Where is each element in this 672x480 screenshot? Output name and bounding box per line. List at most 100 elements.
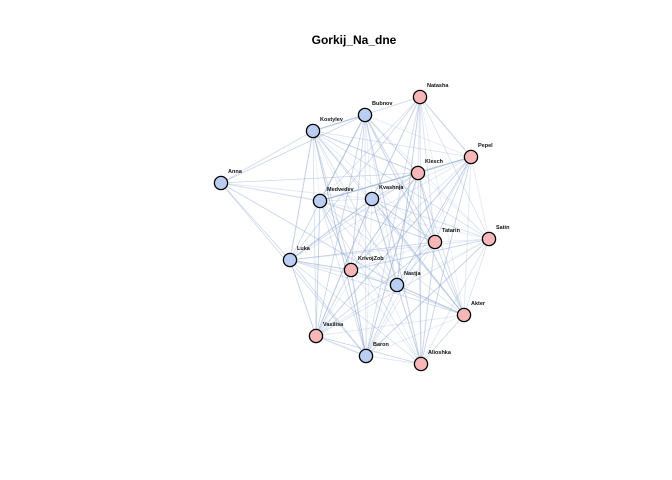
edge-kostylev-baron <box>312 130 367 357</box>
edge-natasha-alioshka <box>419 96 422 365</box>
node-klesch[interactable] <box>410 165 426 181</box>
edge-tatarin-vasilisa <box>315 241 436 337</box>
edge-luka-vasilisa <box>289 259 317 337</box>
edge-anna-medvedev <box>220 182 321 202</box>
edge-kostylev-satin <box>312 130 490 240</box>
node-label-anna: Anna <box>228 169 243 175</box>
edge-natasha-baron <box>365 96 421 357</box>
edge-kostylev-akter <box>312 130 465 316</box>
nodes-layer <box>213 89 497 372</box>
edge-tatarin-luka <box>289 241 436 261</box>
edge-natasha-bubnov <box>364 96 421 116</box>
edge-natasha-satin <box>419 96 490 240</box>
edge-natasha-nastja <box>396 96 421 286</box>
edge-medvedev-krivojzob <box>319 200 352 271</box>
node-label-medvedev: Medvedev <box>327 187 355 193</box>
node-medvedev[interactable] <box>312 193 328 209</box>
node-label-luka: Luka <box>297 246 311 252</box>
edge-kostylev-pepel <box>312 130 472 158</box>
edge-tatarin-baron <box>365 241 436 357</box>
node-label-akter: Akter <box>471 301 486 307</box>
edge-tatarin-akter <box>434 241 465 316</box>
node-label-nastja: Nastja <box>404 271 421 277</box>
node-kvashnja[interactable] <box>364 191 380 207</box>
edge-pepel-krivojzob <box>350 156 472 271</box>
edge-tatarin-nastja <box>396 241 436 286</box>
edge-satin-krivojzob <box>350 238 490 271</box>
node-label-pepel: Pepel <box>478 143 493 149</box>
edge-kostylev-nastja <box>312 130 398 286</box>
node-label-krivojzob: KrivojZob <box>358 256 384 262</box>
node-kostylev[interactable] <box>305 123 321 139</box>
edge-medvedev-alioshka <box>319 200 422 365</box>
edge-bubnov-satin <box>364 114 490 240</box>
node-nastja[interactable] <box>389 277 405 293</box>
edge-natasha-pepel <box>419 96 472 158</box>
edge-kvashnja-vasilisa <box>315 198 373 337</box>
edge-pepel-alioshka <box>420 156 472 365</box>
node-anna[interactable] <box>213 175 229 191</box>
edge-medvedev-luka <box>289 200 321 261</box>
edge-kostylev-vasilisa <box>312 130 317 337</box>
edge-kvashnja-krivojzob <box>350 198 373 271</box>
node-label-kvashnja: Kvashnja <box>379 185 404 191</box>
edge-medvedev-vasilisa <box>315 200 321 337</box>
edge-klesch-anna <box>220 172 419 184</box>
node-satin[interactable] <box>481 231 497 247</box>
edge-kostylev-krivojzob <box>312 130 352 271</box>
node-luka[interactable] <box>282 252 298 268</box>
edge-klesch-nastja <box>396 172 419 286</box>
edge-anna-kvashnja <box>220 182 373 200</box>
edge-klesch-krivojzob <box>350 172 419 271</box>
node-akter[interactable] <box>456 307 472 323</box>
edge-klesch-luka <box>289 172 419 261</box>
edge-tatarin-krivojzob <box>350 241 436 271</box>
edge-vasilisa-baron <box>315 335 367 357</box>
edge-tatarin-alioshka <box>420 241 436 365</box>
node-label-bubnov: Bubnov <box>372 101 393 107</box>
edge-natasha-kvashnja <box>371 96 421 200</box>
node-pepel[interactable] <box>463 149 479 165</box>
edge-bubnov-baron <box>364 114 367 357</box>
edge-kostylev-medvedev <box>312 130 321 202</box>
graph-title: Gorkij_Na_dne <box>312 33 397 47</box>
edge-kostylev-kvashnja <box>312 130 373 200</box>
edge-medvedev-nastja <box>319 200 398 286</box>
node-vasilisa[interactable] <box>308 328 324 344</box>
labels-layer: Natasha Bubnov Kostylev Pepel Klesch Anna Medv… <box>228 83 510 356</box>
edge-kostylev-luka <box>289 130 314 261</box>
edge-pepel-luka <box>289 156 472 261</box>
edge-kostylev-klesch <box>312 130 419 174</box>
edge-natasha-klesch <box>417 96 421 174</box>
node-bubnov[interactable] <box>357 107 373 123</box>
edge-kvashnja-nastja <box>371 198 398 286</box>
node-alioshka[interactable] <box>413 356 429 372</box>
edge-baron-alioshka <box>365 355 422 365</box>
edge-klesch-vasilisa <box>315 172 419 337</box>
edge-medvedev-akter <box>319 200 465 316</box>
node-baron[interactable] <box>358 348 374 364</box>
edge-pepel-baron <box>365 156 472 357</box>
node-natasha[interactable] <box>412 89 428 105</box>
edge-bubnov-medvedev <box>319 114 366 202</box>
edge-bubnov-alioshka <box>364 114 422 365</box>
edge-klesch-baron <box>365 172 419 357</box>
edge-medvedev-baron <box>319 200 367 357</box>
edge-natasha-luka <box>289 96 421 261</box>
edge-akter-baron <box>365 314 465 357</box>
edge-pepel-tatarin <box>434 156 472 243</box>
edge-luka-nastja <box>289 259 398 286</box>
edge-bubnov-akter <box>364 114 465 316</box>
edge-luka-baron <box>289 259 367 357</box>
edge-bubnov-pepel <box>364 114 472 158</box>
edge-bubnov-klesch <box>364 114 419 174</box>
edge-krivojzob-akter <box>350 269 465 316</box>
edge-medvedev-satin <box>319 200 490 240</box>
edge-bubnov-anna <box>220 114 366 184</box>
edge-klesch-tatarin <box>417 172 436 243</box>
node-krivojzob[interactable] <box>343 262 359 278</box>
edge-krivojzob-nastja <box>350 269 398 286</box>
node-tatarin[interactable] <box>427 234 443 250</box>
edge-tatarin-satin <box>434 238 490 243</box>
node-label-tatarin: Tatarin <box>442 228 461 234</box>
